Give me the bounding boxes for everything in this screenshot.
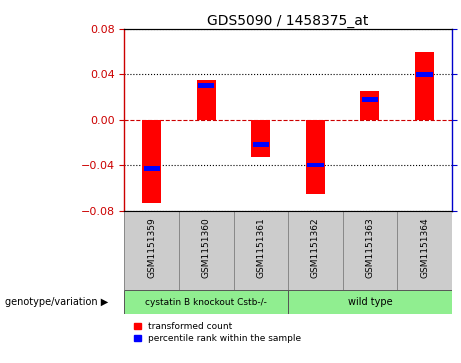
Bar — [397, 211, 452, 290]
Bar — [306, 120, 325, 193]
Bar — [307, 163, 324, 167]
Text: cystatin B knockout Cstb-/-: cystatin B knockout Cstb-/- — [145, 298, 267, 307]
Bar — [288, 290, 452, 314]
Text: GSM1151363: GSM1151363 — [366, 217, 374, 278]
Bar — [198, 83, 214, 88]
Bar — [362, 97, 378, 102]
Text: genotype/variation ▶: genotype/variation ▶ — [5, 297, 108, 307]
Bar — [124, 290, 288, 314]
Bar — [288, 211, 343, 290]
Bar — [144, 166, 160, 171]
Text: wild type: wild type — [348, 297, 392, 307]
Bar — [415, 52, 434, 120]
Bar — [234, 211, 288, 290]
Bar — [179, 211, 234, 290]
Bar — [197, 80, 216, 120]
Bar — [124, 211, 179, 290]
Bar — [142, 120, 161, 203]
Bar — [361, 91, 379, 120]
Text: GSM1151359: GSM1151359 — [147, 217, 156, 278]
Title: GDS5090 / 1458375_at: GDS5090 / 1458375_at — [207, 14, 369, 28]
Bar — [416, 72, 432, 77]
Bar — [343, 211, 397, 290]
Legend: transformed count, percentile rank within the sample: transformed count, percentile rank withi… — [134, 322, 301, 343]
Text: GSM1151361: GSM1151361 — [256, 217, 266, 278]
Bar — [251, 120, 271, 157]
Bar — [253, 143, 269, 147]
Text: GSM1151364: GSM1151364 — [420, 217, 429, 278]
Text: GSM1151360: GSM1151360 — [202, 217, 211, 278]
Text: GSM1151362: GSM1151362 — [311, 217, 320, 278]
